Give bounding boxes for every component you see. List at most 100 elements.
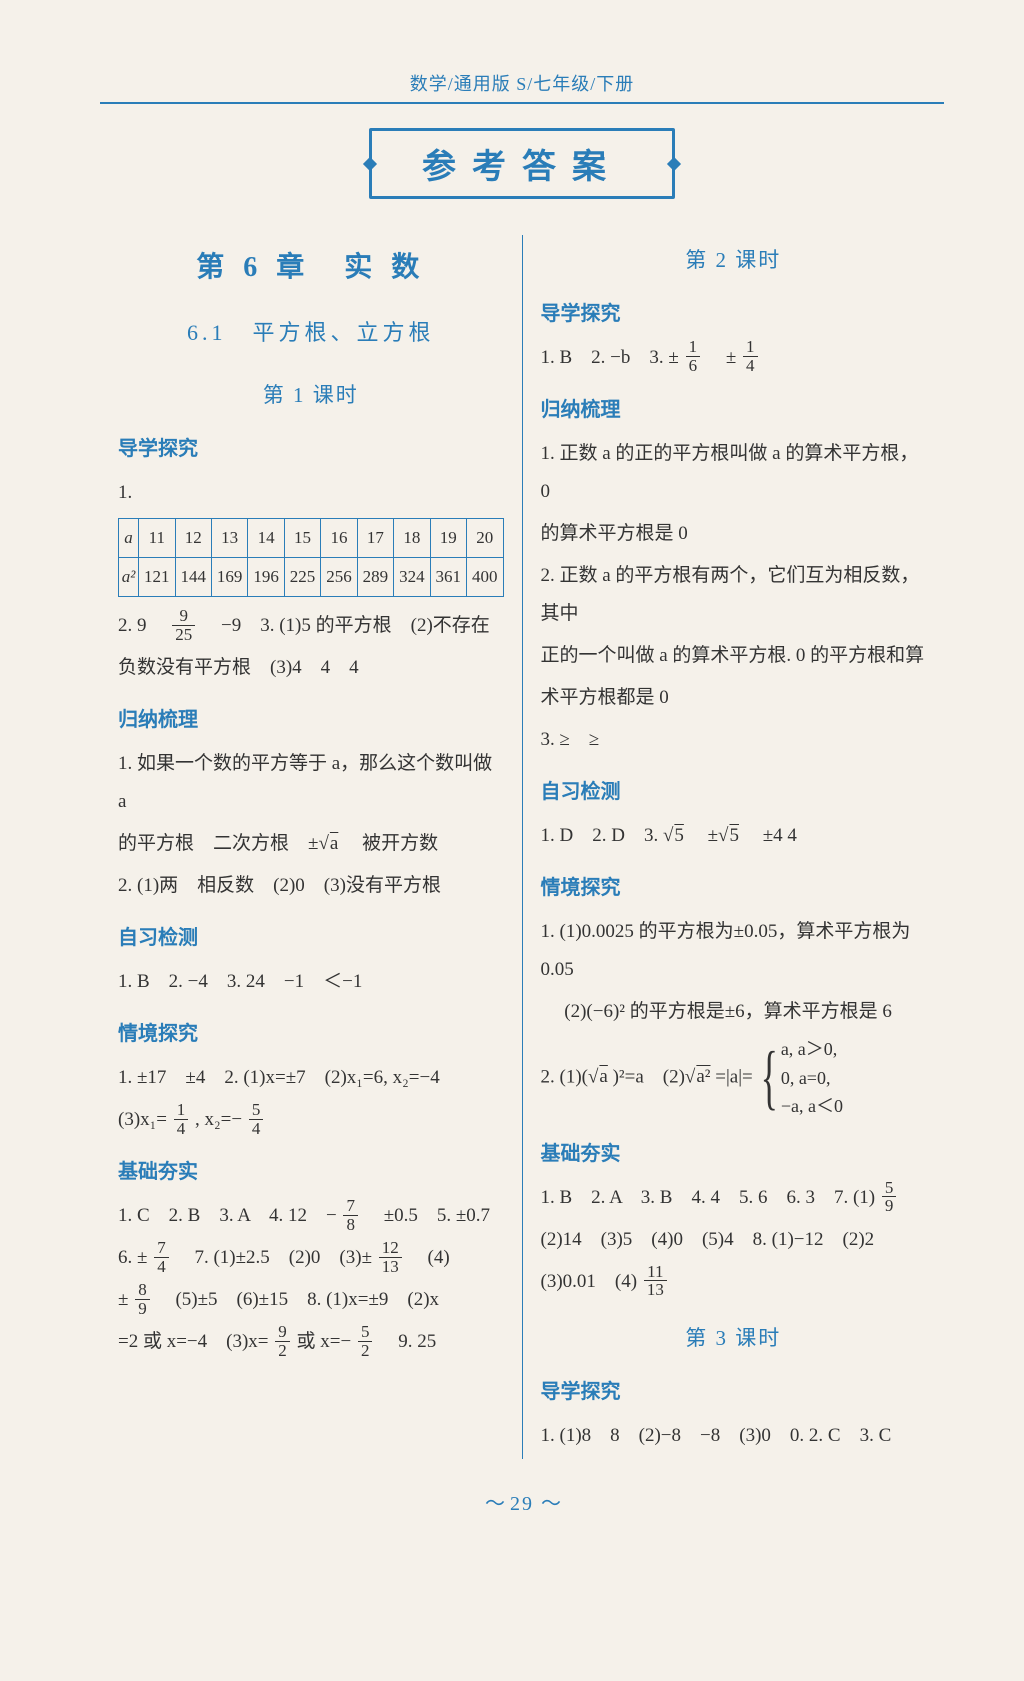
text: 2. 9 [118, 615, 166, 636]
table-cell: 13 [211, 518, 247, 557]
text: , x₂=− [195, 1109, 242, 1130]
text: ±√ [689, 825, 729, 846]
text: ± [118, 1289, 128, 1310]
answer-line: =2 或 x=−4 (3)x= 92 或 x=− 52 9. 25 [118, 1323, 504, 1361]
case-row: a, a＞0, [781, 1035, 843, 1064]
fraction: 16 [686, 338, 701, 375]
answer-line: (3)x₁= 14 , x₂=− 54 [118, 1101, 504, 1139]
answer-line: 术平方根都是 0 [541, 679, 927, 717]
page-num-value: 29 [510, 1493, 534, 1515]
text: 被开方数 [343, 833, 438, 854]
case-row: −a, a＜0 [781, 1092, 843, 1121]
text: ± [707, 347, 736, 368]
left-column: 第 6 章 实 数 6.1 平方根、立方根 第 1 课时 导学探究 1. a 1… [100, 235, 523, 1459]
fraction: 52 [358, 1323, 373, 1360]
sqrt: a² [695, 1066, 710, 1087]
text: (5)±5 (6)±15 8. (1)x=±9 (2)x [156, 1289, 439, 1310]
answer-line: 1. D 2. D 3. √5 ±√5 ±4 4 [541, 817, 927, 855]
text: 6. ± [118, 1247, 147, 1268]
table-cell: 169 [211, 558, 247, 597]
answer-line: 1. (1)8 8 (2)−8 −8 (3)0 0. 2. C 3. C [541, 1417, 927, 1455]
case-row: 0, a=0, [781, 1064, 843, 1093]
answer-line: 1. ±17 ±4 2. (1)x=±7 (2)x₁=6, x₂=−4 [118, 1059, 504, 1097]
answer-line: 3. ≥ ≥ [541, 721, 927, 759]
page-title: 参考答案 [369, 128, 675, 199]
heading-guina: 归纳梳理 [541, 391, 927, 429]
answer-line: 2. 正数 a 的平方根有两个，它们互为相反数，其中 [541, 557, 927, 633]
row-a2-label: a² [119, 558, 139, 597]
heading-jichu: 基础夯实 [118, 1153, 504, 1191]
answer-line: 1. B 2. −b 3. ± 16 ± 14 [541, 339, 927, 377]
heading-daoxue: 导学探究 [541, 1373, 927, 1411]
text: (3)x₁= [118, 1109, 167, 1130]
heading-guina: 归纳梳理 [118, 701, 504, 739]
table-cell: 11 [139, 518, 175, 557]
piecewise-cases: a, a＞0, 0, a=0, −a, a＜0 [781, 1035, 843, 1121]
text: (4) [409, 1247, 450, 1268]
answer-line: 2. (1)两 相反数 (2)0 (3)没有平方根 [118, 867, 504, 905]
header-rule [100, 102, 944, 104]
table-cell: 20 [467, 518, 503, 557]
table-row: a² 121 144 169 196 225 256 289 324 361 4… [119, 558, 504, 597]
text: =2 或 x=−4 (3)x= [118, 1331, 269, 1352]
answer-line: 1. B 2. A 3. B 4. 4 5. 6 6. 3 7. (1) 59 [541, 1179, 927, 1217]
page-number: ～ 29 ～ [100, 1487, 944, 1516]
fraction: 74 [154, 1239, 169, 1276]
answer-line: 6. ± 74 7. (1)±2.5 (2)0 (3)± 1213 (4) [118, 1239, 504, 1277]
text: 或 x=− [297, 1331, 352, 1352]
answer-line: 1. B 2. −4 3. 24 −1 ＜−1 [118, 963, 504, 1001]
answer-line: 负数没有平方根 (3)4 4 4 [118, 649, 504, 687]
fraction: 92 [275, 1323, 290, 1360]
heading-qingjing: 情境探究 [118, 1015, 504, 1053]
page-root: 数学/通用版 S/七年级/下册 参考答案 第 6 章 实 数 6.1 平方根、立… [0, 0, 1024, 1681]
table-cell: 121 [139, 558, 175, 597]
text: 1. B 2. A 3. B 4. 4 5. 6 6. 3 7. (1) [541, 1187, 876, 1208]
fraction: 78 [343, 1197, 358, 1234]
sqrt: a [329, 833, 338, 854]
squares-table: a 11 12 13 14 15 16 17 18 19 20 a² 121 1… [118, 518, 504, 598]
table-cell: 196 [248, 558, 284, 597]
row-a-label: a [119, 518, 139, 557]
lesson-1-title: 第 1 课时 [118, 376, 504, 416]
heading-daoxue: 导学探究 [541, 295, 927, 333]
heading-qingjing: 情境探究 [541, 869, 927, 907]
fraction: 1213 [379, 1239, 402, 1276]
answer-line: 的算术平方根是 0 [541, 515, 927, 553]
fraction: 925 [172, 607, 195, 644]
heading-zixi: 自习检测 [541, 773, 927, 811]
answer-line: 1. C 2. B 3. A 4. 12 − 78 ±0.5 5. ±0.7 [118, 1197, 504, 1235]
table-cell: 12 [175, 518, 211, 557]
text: −9 3. (1)5 的平方根 (2)不存在 [202, 615, 490, 636]
answer-line: (3)0.01 (4) 1113 [541, 1263, 927, 1301]
lesson-2-title: 第 2 课时 [541, 241, 927, 281]
table-cell: 144 [175, 558, 211, 597]
lesson-3-title: 第 3 课时 [541, 1319, 927, 1359]
sqrt: 5 [673, 825, 684, 846]
text: 7. (1)±2.5 (2)0 (3)± [175, 1247, 372, 1268]
text: 1. C 2. B 3. A 4. 12 − [118, 1205, 337, 1226]
heading-daoxue: 导学探究 [118, 430, 504, 468]
answer-line: 的平方根 二次方根 ±√a 被开方数 [118, 825, 504, 863]
text: 2. (1)(√ [541, 1066, 599, 1087]
answer-line: 1. (1)0.0025 的平方根为±0.05，算术平方根为 0.05 [541, 913, 927, 989]
text: 的平方根 二次方根 ± [118, 833, 318, 854]
table-cell: 289 [357, 558, 393, 597]
fraction: 14 [743, 338, 758, 375]
brace-icon: { [760, 1066, 777, 1090]
table-cell: 15 [284, 518, 320, 557]
content-columns: 第 6 章 实 数 6.1 平方根、立方根 第 1 课时 导学探究 1. a 1… [100, 235, 944, 1459]
text: 9. 25 [379, 1331, 436, 1352]
text: 1. D 2. D 3. √ [541, 825, 674, 846]
table-cell: 18 [394, 518, 430, 557]
answer-line: ± 89 (5)±5 (6)±15 8. (1)x=±9 (2)x [118, 1281, 504, 1319]
chapter-title: 第 6 章 实 数 [118, 241, 504, 294]
sqrt: 5 [728, 825, 739, 846]
table-cell: 256 [321, 558, 357, 597]
heading-jichu: 基础夯实 [541, 1135, 927, 1173]
answer-line: (2)14 (3)5 (4)0 (5)4 8. (1)−12 (2)2 [541, 1221, 927, 1259]
text: ±0.5 5. ±0.7 [365, 1205, 490, 1226]
right-column: 第 2 课时 导学探究 1. B 2. −b 3. ± 16 ± 14 归纳梳理… [523, 235, 945, 1459]
table-cell: 361 [430, 558, 466, 597]
fraction: 14 [174, 1101, 189, 1138]
text: )²=a (2)√ [613, 1066, 696, 1087]
